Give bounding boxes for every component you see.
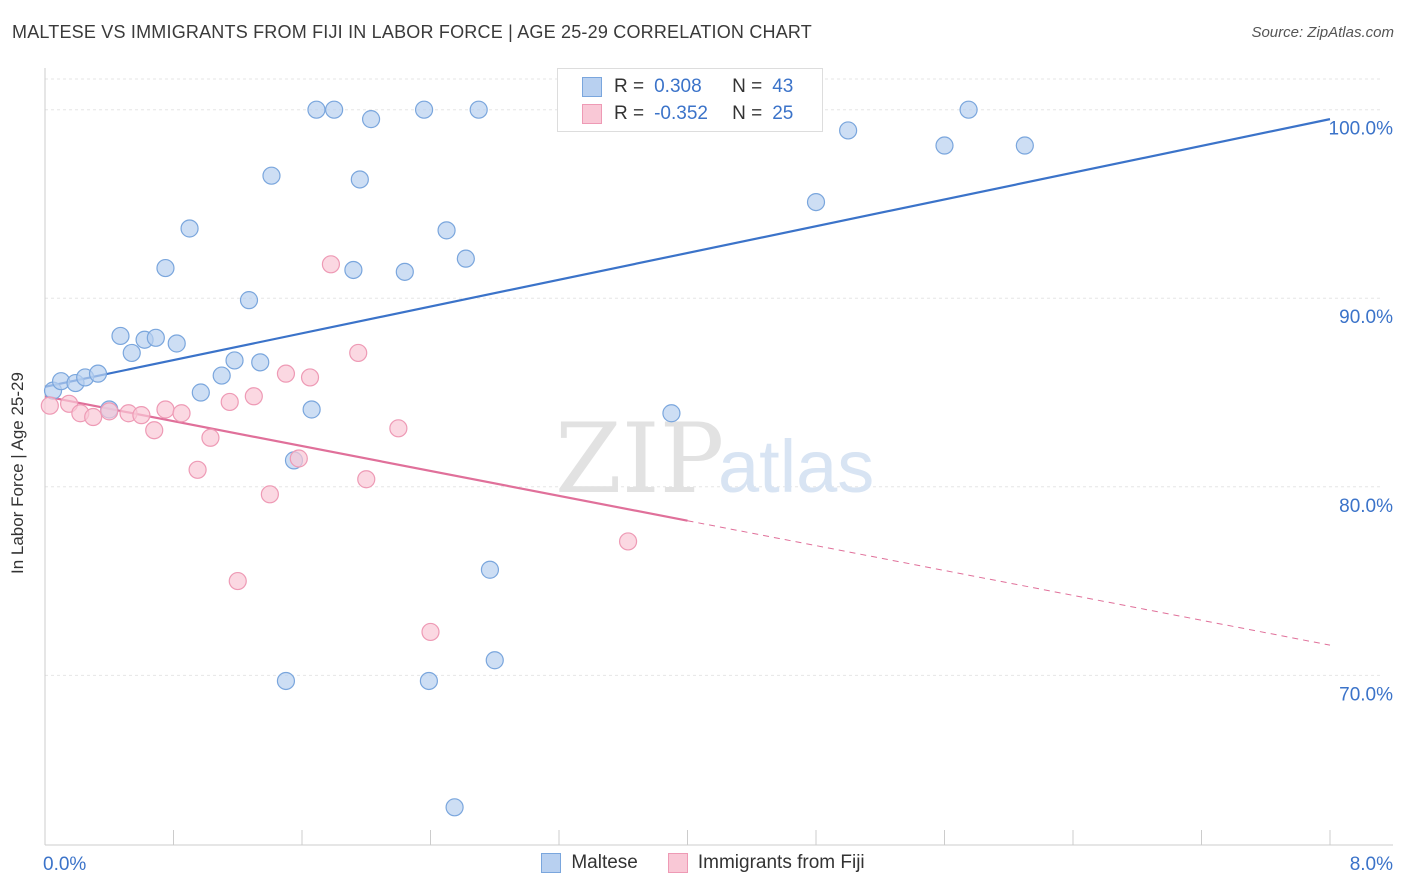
point-maltese: [414, 100, 434, 119]
point-maltese: [1015, 136, 1034, 155]
legend-row-maltese: R = 0.308 N = 43: [582, 74, 793, 100]
point-maltese: [480, 560, 500, 579]
point-fiji: [132, 406, 151, 425]
point-maltese: [959, 100, 978, 119]
point-fiji: [389, 419, 408, 438]
point-fiji: [618, 532, 638, 551]
point-fiji: [100, 402, 119, 421]
point-maltese: [167, 334, 186, 353]
point-maltese: [156, 258, 175, 278]
point-fiji: [421, 622, 440, 642]
point-maltese: [262, 166, 281, 185]
point-maltese: [239, 291, 259, 310]
point-maltese: [251, 353, 270, 372]
source-label: Source: ZipAtlas.com: [1251, 24, 1394, 41]
series-legend-fiji: Immigrants from Fiji: [667, 852, 865, 874]
chart-title: MALTESE VS IMMIGRANTS FROM FIJI IN LABOR…: [12, 22, 813, 42]
y-tick-label: 80.0%: [1339, 496, 1393, 517]
y-tick-label: 70.0%: [1339, 684, 1393, 705]
stats-legend: R = 0.308 N = 43 R = -0.352 N = 25: [557, 68, 823, 132]
series-legend: Maltese Immigrants from Fiji: [0, 852, 1406, 874]
series-name-fiji: Immigrants from Fiji: [697, 852, 865, 873]
point-maltese: [839, 121, 858, 140]
point-maltese: [122, 343, 141, 363]
trend-fiji: [44, 395, 688, 522]
point-maltese: [225, 351, 244, 370]
point-maltese: [662, 404, 681, 423]
y-tick-label: 100.0%: [1329, 119, 1394, 140]
point-fiji: [349, 343, 368, 363]
point-fiji: [228, 571, 247, 591]
point-fiji: [145, 421, 164, 440]
point-maltese: [456, 249, 475, 268]
point-maltese: [395, 262, 414, 281]
x-tick-label-max: 8.0%: [1350, 854, 1393, 875]
point-fiji: [84, 407, 103, 427]
point-maltese: [302, 400, 321, 419]
watermark: ZIP atlas: [555, 403, 874, 515]
trend-lines: [44, 118, 1331, 646]
point-fiji: [321, 255, 341, 274]
point-maltese: [191, 383, 210, 402]
point-maltese: [419, 671, 438, 691]
trend-maltese: [44, 118, 1331, 388]
legend-n-label: N =: [732, 76, 763, 97]
watermark-zip: ZIP: [555, 403, 724, 515]
trend-fiji-extension: [687, 520, 1331, 646]
point-fiji: [289, 449, 308, 468]
point-maltese: [350, 170, 369, 189]
tick-labels: 100.0% 90.0% 80.0% 70.0% 0.0% 8.0%: [43, 119, 1393, 875]
point-maltese: [344, 260, 363, 280]
point-maltese: [180, 219, 199, 238]
legend-r-label: R =: [614, 103, 645, 124]
point-fiji: [357, 470, 376, 489]
point-maltese: [146, 328, 165, 347]
legend-r-value: 0.308: [654, 76, 702, 97]
legend-swatch-maltese: [582, 77, 602, 97]
legend-swatch-fiji: [582, 104, 602, 124]
point-fiji: [300, 368, 320, 387]
legend-n-value: 43: [772, 76, 794, 97]
point-maltese: [437, 221, 456, 240]
point-fiji: [220, 392, 239, 412]
series-swatch-maltese: [541, 853, 562, 873]
point-fiji: [40, 396, 59, 415]
point-maltese: [111, 326, 130, 346]
point-maltese: [307, 100, 326, 119]
legend-n-label: N =: [732, 103, 763, 124]
watermark-atlas: atlas: [718, 425, 874, 508]
point-fiji: [156, 400, 175, 419]
axes: [44, 68, 1393, 846]
point-maltese: [469, 100, 488, 119]
legend-r-value: -0.352: [654, 103, 708, 124]
point-maltese: [276, 671, 296, 691]
point-fiji: [201, 428, 220, 447]
point-fiji: [260, 485, 279, 504]
legend-n-value: 25: [772, 103, 794, 124]
point-maltese: [361, 110, 381, 129]
point-maltese: [325, 100, 344, 119]
point-maltese: [806, 192, 826, 212]
point-fiji: [244, 387, 263, 406]
y-tick-label: 90.0%: [1339, 307, 1393, 328]
data-points: [40, 100, 1034, 817]
series-legend-maltese: Maltese: [541, 852, 638, 874]
point-maltese: [935, 136, 954, 155]
x-tick-label-min: 0.0%: [43, 854, 86, 875]
point-fiji: [172, 404, 191, 423]
point-fiji: [276, 364, 296, 383]
point-maltese: [485, 651, 504, 670]
point-maltese: [445, 798, 464, 817]
point-fiji: [188, 460, 207, 479]
point-maltese: [88, 364, 108, 383]
legend-r-label: R =: [614, 76, 645, 97]
series-name-maltese: Maltese: [571, 852, 638, 873]
series-swatch-fiji: [667, 853, 688, 873]
point-maltese: [212, 366, 231, 385]
legend-row-fiji: R = -0.352 N = 25: [582, 101, 793, 127]
